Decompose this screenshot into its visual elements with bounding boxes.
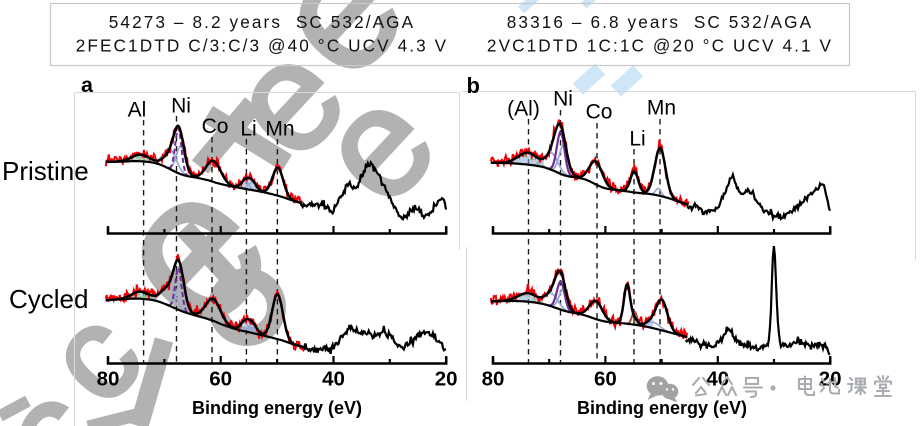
- svg-text:a: a: [81, 73, 94, 97]
- svg-text:Co: Co: [202, 115, 229, 138]
- svg-text:83316 – 6.8 years SC 532/AGA: 83316 – 6.8 years SC 532/AGA: [507, 12, 813, 32]
- svg-text:Mn: Mn: [647, 97, 676, 120]
- svg-text:(Al): (Al): [507, 98, 540, 121]
- svg-text:Binding energy (eV): Binding energy (eV): [192, 398, 362, 418]
- svg-text:40: 40: [322, 368, 345, 391]
- svg-text:80: 80: [97, 368, 120, 391]
- svg-text:60: 60: [209, 368, 232, 391]
- svg-text:80: 80: [482, 368, 505, 391]
- svg-text:54273 – 8.2 years SC 532/AGA: 54273 – 8.2 years SC 532/AGA: [109, 12, 415, 32]
- svg-text:Al: Al: [128, 99, 147, 122]
- svg-text:20: 20: [435, 368, 458, 391]
- svg-text:2FEC1DTD C/3:C/3 @40 °C UCV 4.: 2FEC1DTD C/3:C/3 @40 °C UCV 4.3 V: [76, 36, 449, 56]
- svg-text:Ni: Ni: [553, 88, 573, 111]
- svg-text:b: b: [467, 73, 480, 98]
- svg-text:Li: Li: [629, 128, 645, 151]
- svg-text:60: 60: [594, 368, 617, 391]
- svg-text:40: 40: [706, 368, 729, 391]
- svg-text:Co: Co: [586, 101, 613, 124]
- svg-text:Pristine: Pristine: [2, 156, 89, 186]
- svg-text:Binding energy (eV): Binding energy (eV): [577, 398, 747, 418]
- svg-text:2VC1DTD 1C:1C @20 °C UCV 4.1 V: 2VC1DTD 1C:1C @20 °C UCV 4.1 V: [487, 36, 833, 56]
- svg-text:Cycled: Cycled: [9, 284, 88, 314]
- svg-text:Mn: Mn: [265, 118, 294, 141]
- svg-text:Ni: Ni: [171, 95, 191, 118]
- svg-text:Li: Li: [240, 118, 256, 141]
